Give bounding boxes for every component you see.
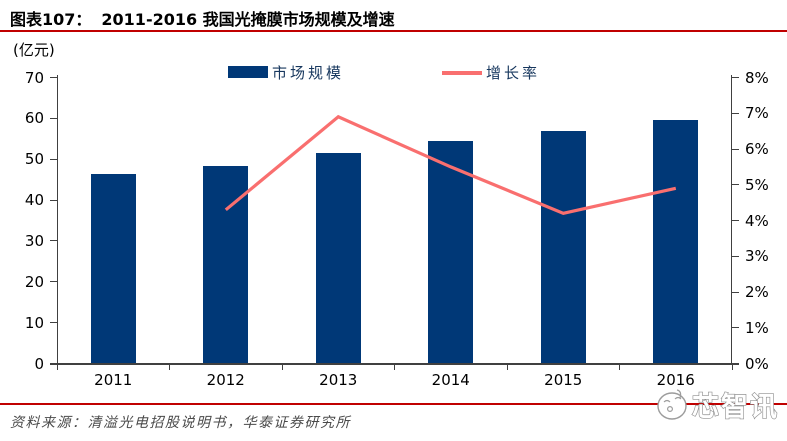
bar-2014 xyxy=(428,140,474,364)
y-axis-tick-label-left: 70 xyxy=(24,68,44,87)
y-axis-tick-label-left: 10 xyxy=(24,313,44,332)
x-axis-label-2015: 2015 xyxy=(544,371,583,389)
y-axis-tick-label-right: 4% xyxy=(745,211,769,230)
left-y-tick xyxy=(50,117,57,119)
y-axis-tick-label-right: 5% xyxy=(745,175,769,194)
figure-number-label: 图表107： xyxy=(10,10,92,29)
x-axis-label-2013: 2013 xyxy=(319,371,358,389)
right-y-tick xyxy=(732,77,739,78)
x-axis-label-2012: 2012 xyxy=(206,371,245,389)
legend-bar-swatch xyxy=(228,66,268,78)
figure-title: 2011-2016 我国光掩膜市场规模及增速 xyxy=(101,10,395,29)
left-y-tick xyxy=(50,363,57,364)
right-y-tick xyxy=(732,184,739,186)
right-y-tick xyxy=(732,291,739,293)
left-y-tick xyxy=(50,322,57,324)
right-y-tick xyxy=(732,220,739,221)
bar-2015 xyxy=(540,131,586,364)
bar-2016 xyxy=(653,119,699,364)
bar-2013 xyxy=(315,152,361,364)
legend-line-swatch xyxy=(442,71,482,75)
right-y-axis-line xyxy=(731,75,732,364)
legend-label-growth-rate: 增长率 xyxy=(486,64,541,82)
x-axis-tick xyxy=(731,363,733,370)
y-axis-tick-label-right: 3% xyxy=(745,247,769,266)
y-axis-tick-label-left: 0 xyxy=(34,354,44,373)
y-axis-tick-label-right: 7% xyxy=(745,104,769,123)
x-axis-tick xyxy=(56,363,58,370)
x-axis-label-2011: 2011 xyxy=(94,371,133,389)
x-axis-label-2016: 2016 xyxy=(656,371,695,389)
y-axis-tick-label-right: 6% xyxy=(745,140,769,158)
left-y-tick xyxy=(50,199,57,201)
left-y-tick xyxy=(50,281,57,283)
watermark-text: 芯智讯 xyxy=(692,392,779,423)
right-y-tick xyxy=(732,148,739,150)
left-y-tick xyxy=(50,240,57,242)
x-axis-tick xyxy=(619,363,620,370)
footer-rule xyxy=(0,403,787,405)
bar-2011 xyxy=(90,174,136,364)
y-axis-tick-label-right: 8% xyxy=(745,68,769,87)
left-y-axis-line xyxy=(57,75,58,364)
y-axis-tick-label-right: 2% xyxy=(745,283,769,301)
x-axis-tick xyxy=(281,363,283,370)
right-y-tick xyxy=(732,363,739,364)
left-y-tick xyxy=(50,158,57,160)
right-y-tick xyxy=(732,255,739,257)
y-axis-tick-label-left: 20 xyxy=(24,272,44,291)
y-axis-tick-label-left: 60 xyxy=(24,109,44,128)
y-axis-tick-label-right: 0% xyxy=(745,354,769,373)
y-axis-tick-label-left: 30 xyxy=(24,231,44,250)
left-axis-unit-label: (亿元) xyxy=(13,41,55,59)
left-y-tick xyxy=(50,77,57,78)
y-axis-tick-label-right: 1% xyxy=(745,318,769,337)
xinzhixun-watermark: 芯智讯 xyxy=(657,389,779,424)
legend-label-market-size: 市场规模 xyxy=(272,64,345,82)
y-axis-tick-label-left: 40 xyxy=(24,191,44,210)
right-y-tick xyxy=(732,112,739,114)
x-axis-tick xyxy=(169,363,170,370)
figure-header: 图表107： 2011-2016 我国光掩膜市场规模及增速 xyxy=(10,6,395,30)
x-axis-tick xyxy=(506,363,508,370)
title-underline-rule xyxy=(0,30,787,32)
source-note: 资料来源：清溢光电招股说明书，华泰证券研究所 xyxy=(10,415,351,431)
y-axis-tick-label-left: 50 xyxy=(24,150,44,169)
x-axis-label-2014: 2014 xyxy=(431,371,470,389)
bar-2012 xyxy=(203,166,249,364)
right-y-tick xyxy=(732,327,739,329)
x-axis-tick xyxy=(394,363,395,370)
xinzhixun-logo-icon xyxy=(657,389,687,420)
